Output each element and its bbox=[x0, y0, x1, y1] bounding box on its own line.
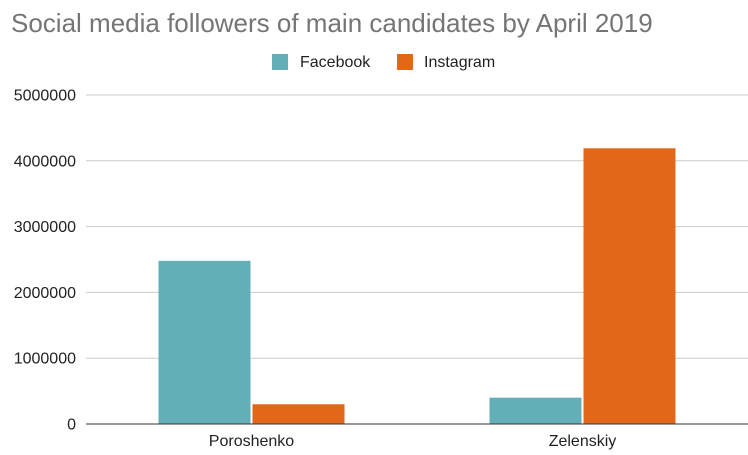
x-tick-label-zelenskiy: Zelenskiy bbox=[549, 433, 617, 450]
legend-swatch-instagram bbox=[397, 54, 413, 70]
y-tick-label: 5000000 bbox=[14, 88, 76, 105]
legend-swatch-facebook bbox=[272, 54, 288, 70]
bar-instagram-poroshenko bbox=[252, 404, 345, 424]
y-tick-label: 4000000 bbox=[14, 153, 76, 170]
y-tick-label: 3000000 bbox=[14, 219, 76, 236]
chart-title: Social media followers of main candidate… bbox=[11, 8, 653, 38]
x-axis: Poroshenko Zelenskiy bbox=[86, 423, 748, 450]
y-tick-label: 1000000 bbox=[14, 351, 76, 368]
bar-instagram-zelenskiy bbox=[583, 148, 676, 424]
bars bbox=[158, 148, 676, 424]
y-tick-label: 0 bbox=[67, 417, 76, 434]
y-tick-label: 2000000 bbox=[14, 285, 76, 302]
bar-facebook-poroshenko bbox=[158, 260, 251, 424]
x-tick-label-poroshenko: Poroshenko bbox=[209, 433, 294, 450]
y-axis: 0 1000000 2000000 3000000 4000000 5000000 bbox=[14, 88, 76, 434]
chart-legend: Facebook Instagram bbox=[272, 54, 495, 71]
bar-facebook-zelenskiy bbox=[489, 397, 582, 424]
legend-label-instagram: Instagram bbox=[424, 54, 495, 71]
legend-label-facebook: Facebook bbox=[300, 54, 371, 71]
